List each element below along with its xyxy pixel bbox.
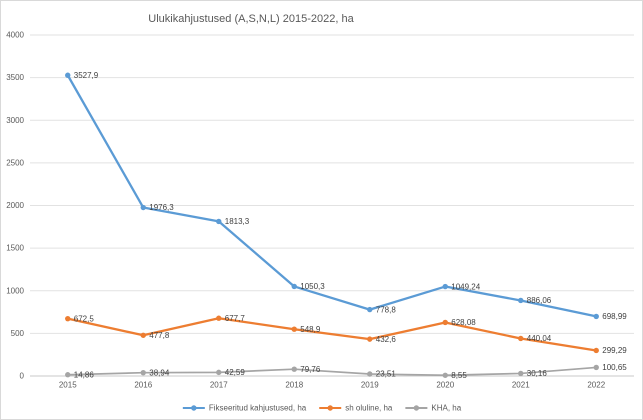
y-axis-tick-label: 1000: [6, 286, 24, 295]
data-point-fikseeritud-kahjustused-ha: [140, 204, 146, 211]
data-point-label-kha-ha: 79,76: [300, 365, 321, 374]
data-point-label-sh-oluline-ha: 440,04: [527, 334, 552, 343]
data-point-fikseeritud-kahjustused-ha: [216, 218, 222, 225]
data-point-label-sh-oluline-ha: 299,29: [602, 346, 627, 355]
data-point-kha-ha: [140, 369, 146, 376]
data-point-sh-oluline-ha: [65, 315, 71, 322]
data-point-sh-oluline-ha: [518, 335, 524, 342]
y-axis-tick-label: 500: [11, 329, 25, 338]
data-point-sh-oluline-ha: [442, 319, 448, 326]
y-axis-tick-label: 3500: [6, 73, 24, 82]
series-group: 3527,9 1976,3 1813,3 1050,3 778,8 1049,24 886,…: [65, 71, 627, 380]
legend-dot-marker-icon: [327, 405, 333, 411]
data-point-label-fikseeritud-kahjustused-ha: 1050,3: [300, 282, 325, 291]
legend-dot-marker-icon: [191, 405, 197, 411]
data-point-kha-ha: [593, 364, 599, 371]
series-line-sh-oluline-ha: [66, 317, 598, 352]
data-point-label-sh-oluline-ha: 477,8: [149, 331, 170, 340]
data-point-kha-ha: [216, 369, 222, 376]
data-point-fikseeritud-kahjustused-ha: [593, 313, 599, 320]
data-point-kha-ha: [367, 371, 373, 377]
x-axis-tick-label: 2017: [210, 381, 228, 390]
data-point-label-sh-oluline-ha: 672,5: [74, 314, 95, 323]
data-point-label-fikseeritud-kahjustused-ha: 1049,24: [451, 282, 480, 291]
data-point-label-kha-ha: 14,86: [74, 370, 95, 379]
legend-dot-marker-icon: [413, 405, 420, 411]
x-axis-tick-label: 2016: [134, 381, 152, 390]
y-axis-tick-label: 0: [20, 372, 25, 381]
series-line-kha-ha: [66, 366, 598, 377]
series-line-fikseeritud-kahjustused-ha: [66, 74, 598, 318]
data-point-label-kha-ha: 8,55: [451, 371, 467, 380]
data-point-kha-ha: [65, 372, 71, 378]
data-point-fikseeritud-kahjustused-ha: [518, 297, 524, 304]
y-axis-tick-label: 3000: [6, 116, 24, 125]
x-axis-tick-label: 2018: [285, 381, 303, 390]
legend-item-label: Fikseeritud kahjustused, ha: [209, 404, 307, 413]
data-point-sh-oluline-ha: [367, 336, 373, 342]
x-axis-tick-label: 2020: [436, 381, 454, 390]
y-axis-tick-label: 2000: [6, 201, 24, 210]
data-point-fikseeritud-kahjustused-ha: [65, 72, 71, 78]
legend-item: KHA, ha: [405, 404, 462, 413]
data-point-label-sh-oluline-ha: 677,7: [225, 314, 246, 323]
data-point-label-fikseeritud-kahjustused-ha: 886,06: [527, 296, 552, 305]
data-point-label-sh-oluline-ha: 628,08: [451, 318, 476, 327]
x-axis-labels: 2015 2016 2017 2018 2019 2020 2021 2022: [59, 381, 606, 390]
data-point-sh-oluline-ha: [291, 326, 297, 332]
data-point-label-kha-ha: 42,59: [225, 368, 246, 377]
data-point-label-fikseeritud-kahjustused-ha: 1813,3: [225, 217, 250, 226]
data-point-fikseeritud-kahjustused-ha: [291, 283, 297, 290]
data-point-kha-ha: [518, 370, 524, 377]
data-point-kha-ha: [291, 366, 297, 372]
x-axis-tick-label: 2022: [587, 381, 605, 390]
data-point-label-fikseeritud-kahjustused-ha: 3527,9: [74, 71, 99, 80]
data-point-fikseeritud-kahjustused-ha: [367, 306, 373, 313]
y-axis-tick-label: 1500: [6, 244, 24, 253]
x-axis-tick-label: 2021: [512, 381, 530, 390]
legend-item: Fikseeritud kahjustused, ha: [182, 404, 307, 413]
x-axis-tick-label: 2019: [361, 381, 379, 390]
data-point-kha-ha: [442, 372, 448, 378]
legend-item-label: sh oluline, ha: [345, 404, 393, 413]
gridlines: [30, 34, 634, 377]
data-point-label-sh-oluline-ha: 548,9: [300, 325, 321, 334]
legend-item-label: KHA, ha: [431, 404, 461, 413]
data-point-label-kha-ha: 100,65: [602, 363, 627, 372]
data-point-fikseeritud-kahjustused-ha: [442, 283, 448, 290]
y-axis-labels: 0 500 1000 1500 2000 2500 3000 3500 4000: [6, 31, 24, 381]
data-point-sh-oluline-ha: [216, 315, 222, 321]
legend-item: sh oluline, ha: [319, 404, 393, 413]
y-axis-tick-label: 4000: [6, 31, 24, 40]
data-point-label-kha-ha: 23,51: [376, 370, 397, 379]
data-point-label-fikseeritud-kahjustused-ha: 1976,3: [149, 203, 174, 212]
data-point-label-kha-ha: 30,16: [527, 369, 548, 378]
data-point-label-fikseeritud-kahjustused-ha: 778,8: [376, 305, 397, 314]
data-point-label-sh-oluline-ha: 432,6: [376, 335, 397, 344]
x-axis-tick-label: 2015: [59, 381, 77, 390]
legend: Fikseeritud kahjustused, ha sh oluline, h…: [182, 404, 462, 413]
data-point-sh-oluline-ha: [140, 332, 146, 338]
chart-title: Ulukikahjustused (A,S,N,L) 2015-2022, ha: [148, 13, 354, 25]
y-axis-tick-label: 2500: [6, 158, 24, 167]
data-point-label-kha-ha: 38,94: [149, 368, 170, 377]
data-point-sh-oluline-ha: [593, 347, 599, 354]
data-point-label-fikseeritud-kahjustused-ha: 698,99: [602, 312, 627, 321]
